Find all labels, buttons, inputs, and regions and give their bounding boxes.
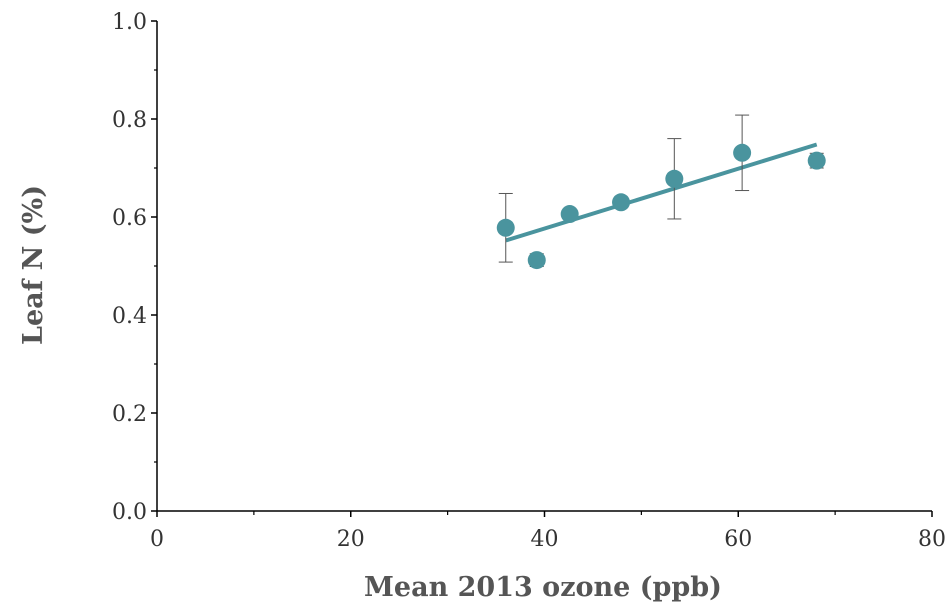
chart-axes [151,20,933,517]
y-tick-label: 0.0 [112,500,147,525]
x-tick-label: 0 [150,527,164,552]
data-point [527,251,546,270]
y-tick-label: 1.0 [112,10,147,35]
y-tick-label: 0.2 [112,402,147,427]
x-tick-label: 40 [531,527,559,552]
y-tick-label: 0.4 [112,304,147,329]
data-point [560,205,579,224]
y-tick-label: 0.8 [112,108,147,133]
data-points [496,143,826,270]
data-point [733,143,752,162]
y-axis-title: Leaf N (%) [18,185,49,345]
data-point [665,169,684,188]
y-tick-label: 0.6 [112,206,147,231]
x-tick-label: 20 [337,527,365,552]
tick-labels: 0.0 0.2 0.4 0.6 0.8 1.0 0 20 40 60 80 [112,10,946,552]
x-tick-label: 60 [724,527,752,552]
data-point [612,193,631,212]
data-point [496,218,515,237]
trendline [505,142,818,243]
data-point [807,151,826,170]
trendline-group [505,142,818,243]
x-tick-label: 80 [918,527,946,552]
x-axis-title: Mean 2013 ozone (ppb) [364,572,722,603]
